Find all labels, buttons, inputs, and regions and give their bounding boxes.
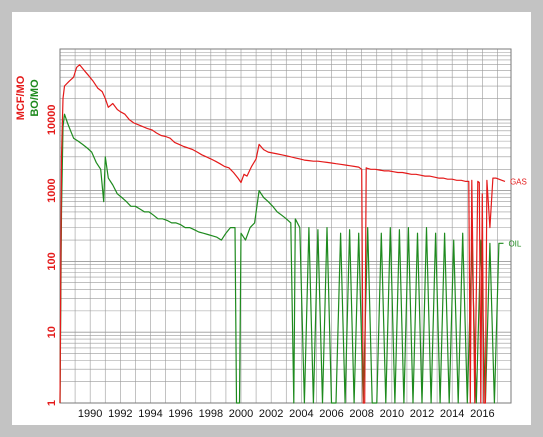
x-tick-labels: 1990 1992 1994 1996 1998 2000 2002 2004 2006 2008… (78, 408, 495, 420)
x-tick-label: 2000 (229, 408, 253, 420)
x-tick-label: 2014 (440, 408, 464, 420)
y-axis-label-oil: BO/MO (29, 79, 41, 117)
x-tick-label: 1994 (138, 408, 162, 420)
y-axis-label-gas: MCF/MO (15, 75, 27, 120)
x-tick-label: 2008 (349, 408, 373, 420)
x-tick-label: 1996 (168, 408, 192, 420)
series-label-oil: OIL (508, 239, 521, 248)
x-tick-label: 2010 (380, 408, 404, 420)
y-tick-label: 1 (46, 400, 58, 406)
y-tick-labels: 1 10 100 1000 10000 (46, 105, 58, 407)
y-tick-label: 10000 (46, 105, 58, 136)
series-line-gas (59, 64, 506, 404)
y-tick-label: 100 (46, 252, 58, 270)
x-tick-label: 2004 (289, 408, 313, 420)
chart-paper: 1990 1992 1994 1996 1998 2000 2002 2004 2006 2008… (12, 12, 531, 425)
grid-lines (59, 49, 511, 404)
x-tick-label: 2002 (259, 408, 283, 420)
y-tick-label: 1000 (46, 178, 58, 202)
production-chart: 1990 1992 1994 1996 1998 2000 2002 2004 2006 2008… (15, 48, 527, 420)
y-tick-label: 10 (46, 326, 58, 338)
x-tick-label: 1990 (78, 408, 102, 420)
x-tick-label: 2016 (470, 408, 494, 420)
series-line-oil (59, 113, 504, 404)
series-label-gas: GAS (510, 177, 527, 186)
series-labels: GAS OIL (508, 177, 526, 248)
x-tick-label: 2006 (319, 408, 343, 420)
x-tick-label: 2012 (410, 408, 434, 420)
x-tick-label: 1992 (108, 408, 132, 420)
series-group (59, 64, 506, 404)
x-tick-label: 1998 (199, 408, 223, 420)
plot-border (59, 48, 512, 404)
